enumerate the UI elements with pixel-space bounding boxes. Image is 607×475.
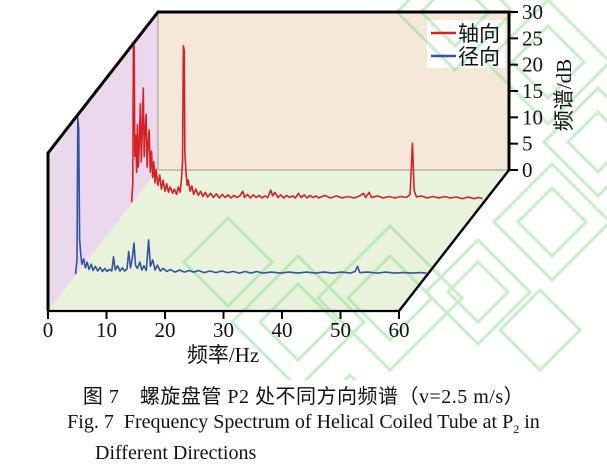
legend-label-axial: 轴向 [458,22,500,46]
legend: 轴向 径向 [431,22,500,69]
series-line-radial [74,116,427,275]
x-tick-label: 10 [96,318,117,342]
watermark-diamond [483,0,607,127]
z-axis-label: 频谱/dB [552,59,576,131]
watermark-diamond [491,161,607,283]
watermark-diamond [229,253,367,380]
z-tick-label: 5 [522,132,533,156]
watermark-diamond [394,0,516,73]
legend-label-radial: 径向 [458,45,500,69]
spectrum-series [74,44,483,275]
z-tick-label: 10 [522,105,543,129]
z-tick-label: 30 [522,0,543,24]
caption-english-line1: Fig. 7 Frequency Spectrum of Helical Coi… [0,411,607,437]
x-axis-label: 频率/Hz [187,343,259,367]
left-wall [48,12,158,311]
watermark-pattern [181,0,607,380]
caption-en-prefix: Fig. 7 Frequency Spectrum of Helical Coi… [67,411,514,433]
watermark-diamond [181,215,275,309]
x-axis-ticks: 0 10 20 30 40 50 60 [43,311,410,342]
x-tick-label: 0 [43,318,54,342]
x-tick-label: 40 [272,318,293,342]
z-tick-label: 0 [522,158,533,182]
caption-english-line2: Different Directions [95,442,257,464]
x-tick-label: 50 [330,318,351,342]
z-tick-label: 25 [522,26,543,50]
floor-plane [48,170,509,311]
plot-walls [48,12,509,311]
series-line-axial [130,44,483,203]
back-wall [158,12,509,170]
caption-en-subscript: 2 [513,422,520,436]
watermark-diamond [497,287,583,373]
caption-en-suffix: in [519,411,540,433]
x-tick-label: 30 [213,318,234,342]
watermark-diamond [315,223,465,373]
z-tick-label: 20 [522,53,543,77]
inner-box-edges [157,12,509,171]
z-tick-label: 15 [522,79,543,103]
x-tick-label: 20 [155,318,176,342]
watermark-diamond [423,237,533,347]
x-tick-label: 60 [389,318,410,342]
depth-axis [398,169,510,312]
caption-chinese: 图 7 螺旋盘管 P2 处不同方向频谱（v=2.5 m/s） [82,386,525,408]
watermark-diamond [541,85,607,199]
